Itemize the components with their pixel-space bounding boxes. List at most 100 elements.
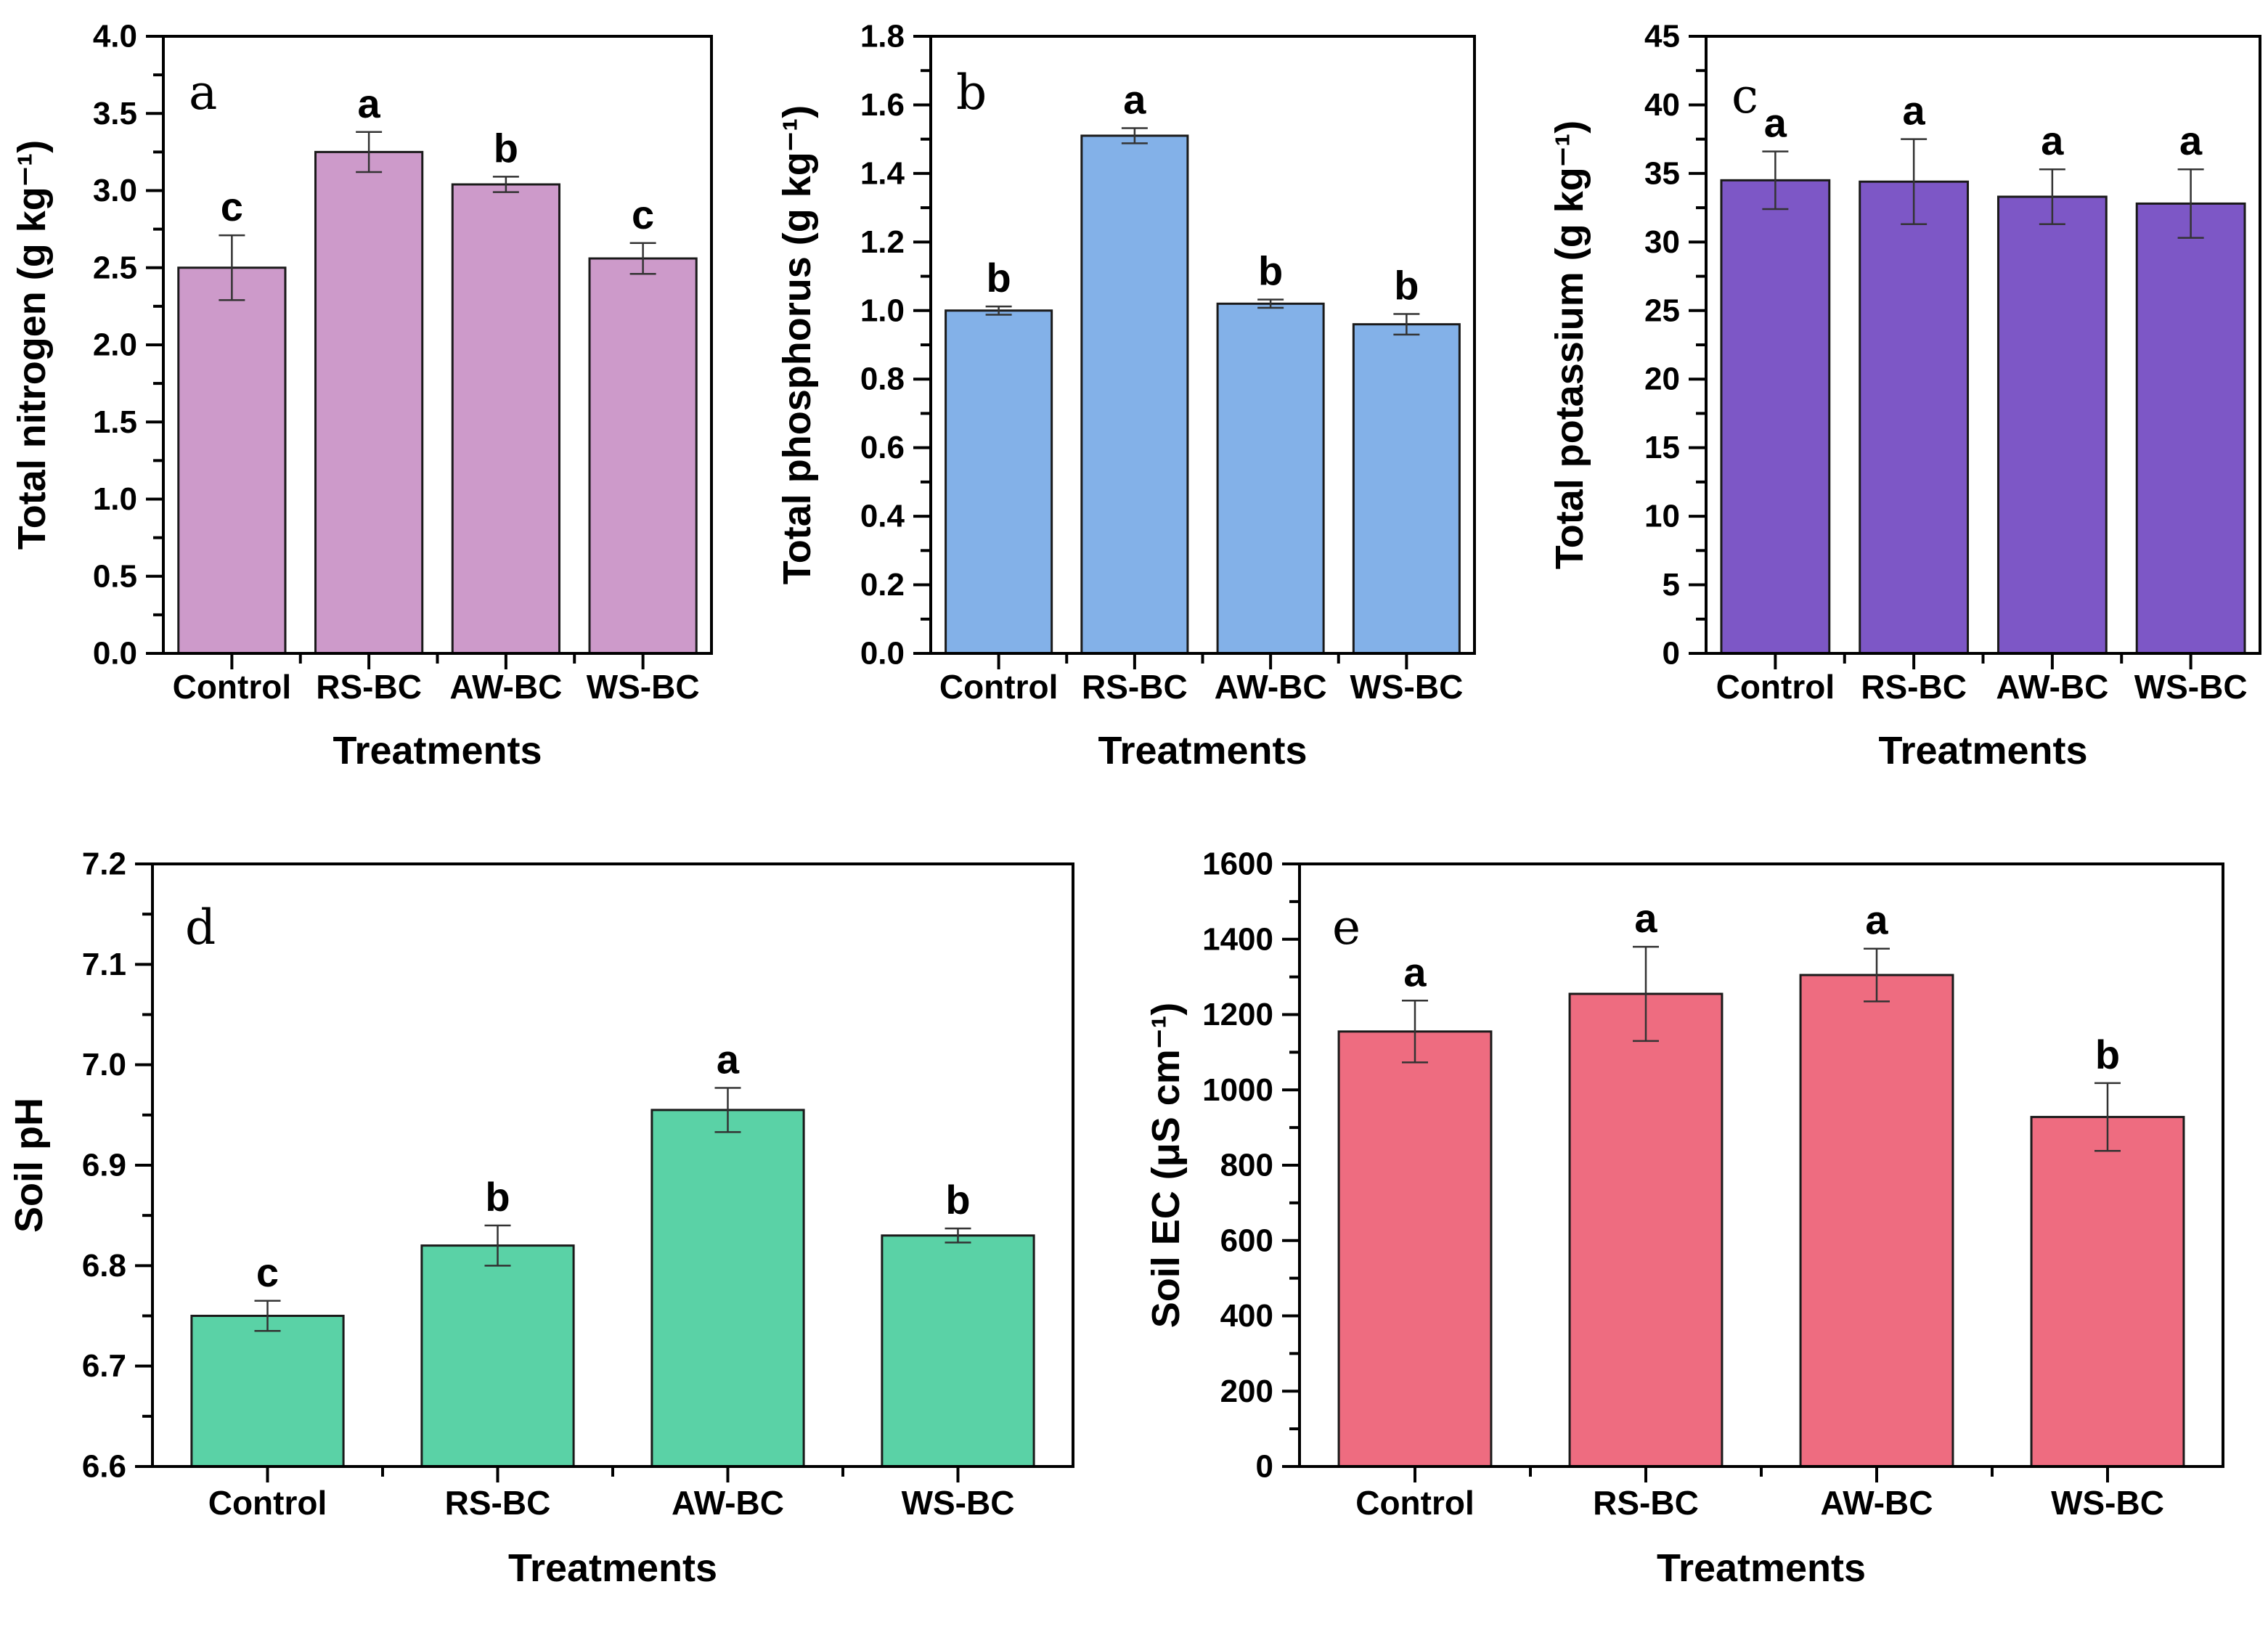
bar-RS-BC — [420, 1244, 575, 1468]
sig-letter-WS-BC: b — [945, 1177, 970, 1223]
x-tick-label-WS-BC: WS-BC — [587, 668, 700, 706]
y-tick-label: 1.8 — [860, 19, 905, 54]
y-tick-label: 600 — [1220, 1223, 1273, 1258]
x-axis-title: Treatments — [508, 1546, 717, 1590]
chart-svg-soil-ec: a Control a RS-BC a AW-BC b WS-BC 0 200 400 600 800 1… — [1144, 846, 2224, 1590]
y-axis-title: Soil EC (μS cm⁻¹) — [1144, 1003, 1188, 1329]
y-tick-label: 6.9 — [82, 1148, 126, 1183]
x-tick-label-WS-BC: WS-BC — [902, 1484, 1015, 1522]
panel-total-phosphorus: b Control a RS-BC b AW-BC b WS-BC 0.0 0.2 0.4 0.6 0.… — [762, 0, 1518, 820]
bar-AW-BC — [1799, 974, 1954, 1468]
bar-AW-BC — [1996, 195, 2108, 655]
y-tick-label: 2.0 — [93, 327, 137, 363]
panel-letter: d — [185, 899, 216, 955]
sig-letter-Control: c — [221, 184, 243, 229]
sig-letter-AW-BC: b — [494, 125, 518, 171]
y-tick-label: 7.0 — [82, 1047, 126, 1082]
y-tick-label: 1200 — [1202, 997, 1273, 1032]
bar-Control — [177, 266, 287, 655]
x-tick-label-WS-BC: WS-BC — [2051, 1484, 2164, 1522]
x-tick-label-AW-BC: AW-BC — [1996, 668, 2108, 706]
y-tick-label: 6.6 — [82, 1449, 126, 1485]
y-tick-label: 6.7 — [82, 1348, 126, 1384]
x-tick-label-WS-BC: WS-BC — [1350, 668, 1463, 706]
y-tick-label: 200 — [1220, 1374, 1273, 1409]
y-tick-label: 2.5 — [93, 250, 137, 285]
y-axis-title: Soil pH — [7, 1098, 51, 1233]
sig-letter-WS-BC: a — [2179, 118, 2203, 163]
panel-total-potassium: a Control a RS-BC a AW-BC a WS-BC 0 5 10 15 20 25 30 35… — [1525, 0, 2268, 820]
y-tick-label: 45 — [1644, 19, 1680, 54]
sig-letter-RS-BC: a — [1903, 88, 1926, 134]
sig-letter-AW-BC: b — [1258, 248, 1283, 294]
bar-RS-BC — [1080, 134, 1189, 655]
bar-WS-BC — [2135, 202, 2246, 655]
x-axis-title: Treatments — [1098, 729, 1307, 772]
x-tick-label-RS-BC: RS-BC — [1861, 668, 1967, 706]
y-tick-label: 400 — [1220, 1298, 1273, 1334]
y-tick-label: 6.8 — [82, 1248, 126, 1284]
y-tick-label: 1.0 — [860, 293, 905, 328]
sig-letter-WS-BC: c — [632, 192, 654, 237]
y-tick-label: 0.4 — [860, 499, 905, 534]
y-tick-label: 25 — [1644, 293, 1680, 328]
x-tick-label-RS-BC: RS-BC — [1082, 668, 1188, 706]
chart-svg-total-phosphorus: b Control a RS-BC b AW-BC b WS-BC 0.0 0.2 0.4 0.6 0.… — [775, 19, 1476, 772]
y-tick-label: 1.2 — [860, 224, 905, 260]
bar-RS-BC — [314, 150, 424, 655]
bar-WS-BC — [1352, 323, 1461, 655]
panel-soil-ph: c Control b RS-BC a AW-BC b WS-BC 6.6 6.7 6.8 6.9 7.… — [0, 820, 1134, 1640]
y-tick-label: 1000 — [1202, 1072, 1273, 1108]
x-axis-title: Treatments — [333, 729, 542, 772]
sig-letter-AW-BC: a — [2041, 118, 2064, 163]
y-tick-label: 3.5 — [93, 96, 137, 131]
sig-letter-RS-BC: a — [1123, 77, 1146, 123]
chart-svg-total-potassium: a Control a RS-BC a AW-BC a WS-BC 0 5 10 15 20 25 30 35… — [1548, 19, 2261, 772]
y-tick-label: 0 — [1663, 636, 1680, 672]
x-tick-label-WS-BC: WS-BC — [2134, 668, 2248, 706]
bar-AW-BC — [1216, 302, 1325, 655]
x-tick-label-Control: Control — [939, 668, 1058, 706]
y-tick-label: 1.6 — [860, 87, 905, 123]
panel-letter: e — [1332, 899, 1361, 955]
x-tick-label-Control: Control — [1355, 1484, 1474, 1522]
x-axis-title: Treatments — [1657, 1546, 1866, 1590]
x-axis-title: Treatments — [1878, 729, 2087, 772]
plot-frame — [929, 35, 1476, 655]
sig-letter-WS-BC: b — [1394, 263, 1419, 309]
sig-letter-Control: b — [987, 255, 1011, 301]
chart-svg-total-nitrogen: c Control a RS-BC b AW-BC c WS-BC 0.0 0.5 1.0 1.5 2.… — [10, 19, 713, 772]
y-tick-label: 10 — [1644, 499, 1680, 534]
plot-frame — [151, 862, 1074, 1468]
plot-frame — [1298, 862, 2224, 1468]
y-tick-label: 15 — [1644, 430, 1680, 465]
plot-frame — [162, 35, 713, 655]
y-tick-label: 0.6 — [860, 430, 905, 465]
y-tick-label: 0.5 — [93, 558, 137, 594]
bar-Control — [945, 309, 1053, 655]
bar-AW-BC — [451, 183, 560, 655]
y-tick-label: 0.0 — [93, 636, 137, 672]
y-tick-label: 5 — [1663, 567, 1680, 603]
y-tick-label: 1600 — [1202, 846, 1273, 882]
y-tick-label: 30 — [1644, 224, 1680, 260]
y-tick-label: 20 — [1644, 362, 1680, 397]
y-axis-title: Total phosphorus (g kg⁻¹) — [775, 105, 819, 584]
bar-RS-BC — [1859, 180, 1970, 655]
y-tick-label: 0.2 — [860, 567, 905, 603]
y-tick-label: 7.1 — [82, 947, 126, 982]
x-tick-label-AW-BC: AW-BC — [672, 1484, 784, 1522]
x-tick-label-AW-BC: AW-BC — [1215, 668, 1327, 706]
y-tick-label: 800 — [1220, 1148, 1273, 1183]
sig-letter-RS-BC: a — [358, 81, 381, 126]
y-tick-label: 1.0 — [93, 481, 137, 517]
bar-RS-BC — [1568, 992, 1724, 1468]
y-tick-label: 4.0 — [93, 19, 137, 54]
x-tick-label-RS-BC: RS-BC — [316, 668, 422, 706]
bar-WS-BC — [588, 257, 698, 655]
panel-soil-ec: a Control a RS-BC a AW-BC b WS-BC 0 200 400 600 800 1… — [1134, 820, 2268, 1640]
bar-WS-BC — [2030, 1116, 2185, 1468]
sig-letter-Control: a — [1403, 949, 1427, 995]
bar-WS-BC — [881, 1234, 1035, 1468]
